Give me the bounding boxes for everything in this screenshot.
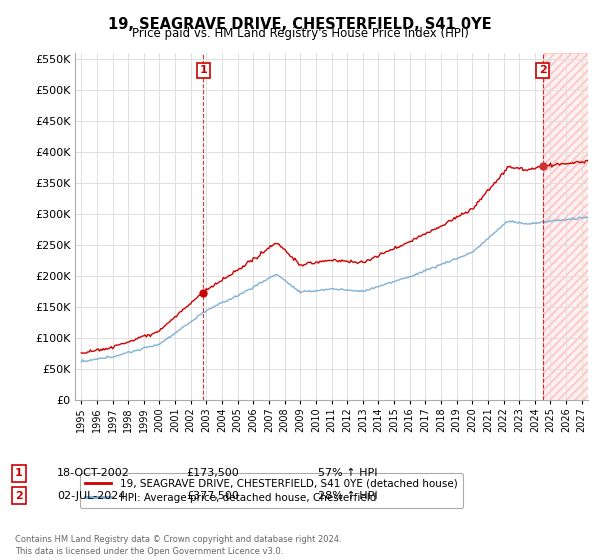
Text: 02-JUL-2024: 02-JUL-2024 <box>57 491 125 501</box>
Text: 28% ↑ HPI: 28% ↑ HPI <box>318 491 377 501</box>
Bar <box>542 53 588 400</box>
Text: £377,500: £377,500 <box>186 491 239 501</box>
Text: 18-OCT-2002: 18-OCT-2002 <box>57 468 130 478</box>
Text: 2: 2 <box>15 491 23 501</box>
Bar <box>542 53 588 400</box>
Legend: 19, SEAGRAVE DRIVE, CHESTERFIELD, S41 0YE (detached house), HPI: Average price, : 19, SEAGRAVE DRIVE, CHESTERFIELD, S41 0Y… <box>80 473 463 508</box>
Text: 1: 1 <box>199 66 207 76</box>
Text: Price paid vs. HM Land Registry's House Price Index (HPI): Price paid vs. HM Land Registry's House … <box>131 27 469 40</box>
Text: 19, SEAGRAVE DRIVE, CHESTERFIELD, S41 0YE: 19, SEAGRAVE DRIVE, CHESTERFIELD, S41 0Y… <box>108 17 492 32</box>
Text: 1: 1 <box>15 468 23 478</box>
Text: Contains HM Land Registry data © Crown copyright and database right 2024.
This d: Contains HM Land Registry data © Crown c… <box>15 535 341 556</box>
Text: 57% ↑ HPI: 57% ↑ HPI <box>318 468 377 478</box>
Text: 2: 2 <box>539 66 547 76</box>
Text: £173,500: £173,500 <box>186 468 239 478</box>
